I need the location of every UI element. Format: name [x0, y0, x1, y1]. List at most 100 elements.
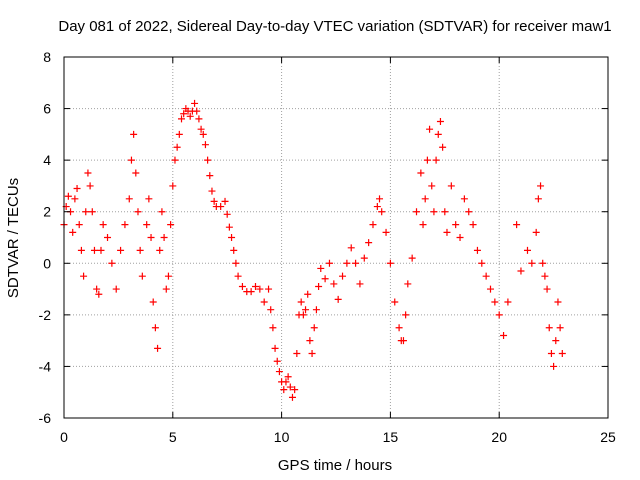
data-point — [238, 282, 246, 290]
data-point — [64, 192, 72, 200]
data-point — [193, 107, 201, 115]
data-point — [223, 210, 231, 218]
data-point — [343, 259, 351, 267]
data-point — [269, 324, 277, 332]
data-point — [413, 208, 421, 216]
data-point — [365, 239, 373, 247]
data-point — [197, 125, 205, 133]
data-point — [460, 195, 468, 203]
data-point — [93, 285, 101, 293]
data-point — [275, 368, 283, 376]
data-point — [404, 280, 412, 288]
data-point — [134, 208, 142, 216]
data-point — [325, 259, 333, 267]
data-point — [469, 221, 477, 229]
data-point — [210, 197, 218, 205]
data-point — [158, 208, 166, 216]
data-point — [330, 280, 338, 288]
data-point — [82, 208, 90, 216]
data-point — [556, 324, 564, 332]
data-point — [532, 228, 540, 236]
data-point — [558, 350, 566, 358]
data-point — [432, 156, 440, 164]
data-point — [352, 259, 360, 267]
data-point — [373, 203, 381, 211]
data-point — [428, 182, 436, 190]
data-point — [554, 298, 562, 306]
data-point — [382, 228, 390, 236]
y-tick-label: 2 — [43, 204, 51, 220]
y-tick-label: 4 — [43, 152, 51, 168]
data-point — [302, 306, 310, 314]
data-point — [162, 285, 170, 293]
data-point — [251, 282, 259, 290]
data-point — [495, 311, 503, 319]
data-point — [230, 246, 238, 254]
x-axis-title: GPS time / hours — [278, 457, 392, 474]
x-tick-label: 20 — [491, 429, 507, 445]
data-point — [334, 295, 342, 303]
data-point — [156, 246, 164, 254]
data-point — [282, 378, 290, 386]
data-point — [452, 221, 460, 229]
data-point — [491, 298, 499, 306]
data-point — [132, 169, 140, 177]
data-point — [69, 228, 77, 236]
data-point — [167, 221, 175, 229]
y-tick-label: 0 — [43, 255, 51, 271]
data-point — [228, 234, 236, 241]
data-point — [456, 234, 464, 241]
data-point — [378, 208, 386, 216]
data-point — [232, 259, 240, 267]
data-point — [312, 306, 320, 314]
data-point — [265, 285, 273, 293]
data-point — [297, 298, 305, 306]
data-point — [347, 244, 355, 252]
data-point — [500, 331, 508, 339]
data-point — [376, 195, 384, 203]
data-point — [288, 393, 296, 401]
data-points — [60, 99, 566, 401]
data-point — [541, 272, 549, 280]
data-point — [99, 221, 107, 229]
data-point — [426, 125, 434, 133]
data-point — [421, 195, 429, 203]
data-point — [434, 130, 442, 138]
data-point — [77, 246, 85, 254]
data-point — [169, 182, 177, 190]
data-point — [149, 298, 157, 306]
data-point — [308, 350, 316, 358]
data-point — [234, 272, 242, 280]
y-axis-title: SDTVAR / TECUs — [5, 178, 22, 298]
data-point — [199, 130, 207, 138]
data-point — [473, 246, 481, 254]
data-point — [478, 259, 486, 267]
data-point — [552, 337, 560, 345]
x-tick-label: 10 — [274, 429, 290, 445]
y-tick-label: -6 — [39, 410, 52, 426]
data-point — [430, 208, 438, 216]
data-point — [186, 112, 194, 120]
x-tick-label: 0 — [60, 429, 68, 445]
data-point — [391, 298, 399, 306]
x-tick-label: 15 — [383, 429, 399, 445]
data-point — [280, 386, 288, 394]
plot-frame — [63, 56, 609, 419]
data-point — [443, 228, 451, 236]
data-point — [95, 290, 103, 298]
data-point — [136, 246, 144, 254]
data-point — [284, 373, 292, 381]
data-point — [317, 264, 325, 272]
data-point — [145, 195, 153, 203]
chart-title: Day 081 of 2022, Sidereal Day-to-day VTE… — [58, 18, 611, 35]
y-tick-label: -4 — [39, 358, 52, 374]
data-point — [208, 187, 216, 195]
data-point — [408, 254, 416, 262]
data-point — [369, 221, 377, 229]
data-point — [299, 311, 307, 319]
data-point — [321, 275, 329, 283]
data-point — [306, 337, 314, 345]
x-tick-label: 5 — [169, 429, 177, 445]
data-point — [173, 143, 181, 151]
data-point — [97, 246, 105, 254]
